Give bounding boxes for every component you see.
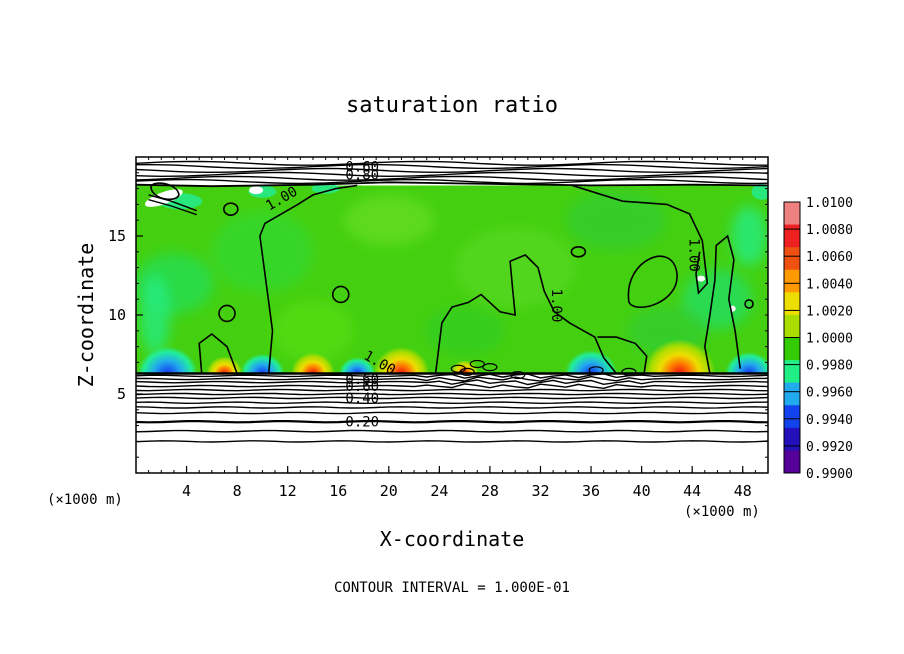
x-axis-label: X-coordinate: [380, 527, 525, 551]
colorbar-swatch: [784, 382, 800, 406]
contour-lines: [136, 160, 768, 443]
y-axis-label: Z-coordinate: [74, 243, 98, 388]
x-tick-label: 48: [734, 482, 752, 500]
contour-interval-note: CONTOUR INTERVAL = 1.000E-01: [334, 580, 570, 596]
colorbar-label: 0.9940: [806, 413, 853, 428]
colorbar-label: 0.9920: [806, 440, 853, 455]
x-units-right: (×1000 m): [684, 504, 760, 520]
colorbar-swatch: [784, 292, 800, 316]
contour-label: 0.40: [345, 391, 379, 407]
x-tick-label: 4: [182, 482, 191, 500]
y-tick-label: 5: [117, 385, 126, 403]
x-tick-label: 36: [582, 482, 600, 500]
colorbar-label: 0.9960: [806, 386, 853, 401]
colorbar-swatch: [784, 269, 800, 293]
x-axis-ticks: 4 8 12 16 20 24 28 32 36 40 44 48: [148, 157, 756, 500]
chart-title: saturation ratio: [346, 93, 558, 118]
colorbar-swatch: [784, 450, 800, 474]
colorbar-label: 1.0020: [806, 304, 853, 319]
y-tick-label: 10: [108, 306, 126, 324]
contour-label: 0.60: [345, 379, 379, 395]
contour-label: 0.60: [345, 372, 379, 388]
x-tick-label: 32: [531, 482, 549, 500]
contour-label: 1.00: [548, 289, 564, 323]
x-units-left: (×1000 m): [47, 492, 123, 508]
colorbar-swatch: [784, 427, 800, 451]
x-tick-label: 16: [329, 482, 347, 500]
colorbar-swatch: [784, 202, 800, 226]
colorbar-label: 1.0100: [806, 196, 853, 211]
saturation-field: [136, 157, 768, 473]
colorbar-swatch: [784, 224, 800, 248]
x-tick-label: 24: [430, 482, 448, 500]
colorbar: 1.0100 1.0080 1.0060 1.0040 1.0020 1.0000 0.99…: [783, 196, 853, 482]
plot-area: [136, 157, 768, 473]
colorbar-label: 1.0080: [806, 223, 853, 238]
x-tick-label: 44: [683, 482, 701, 500]
x-tick-label: 28: [481, 482, 499, 500]
x-tick-label: 20: [380, 482, 398, 500]
colorbar-label: 1.0060: [806, 250, 853, 265]
x-tick-label: 8: [233, 482, 242, 500]
colorbar-swatch: [784, 405, 800, 429]
y-axis-ticks: 5 10 15: [108, 172, 768, 458]
colorbar-swatch: [784, 314, 800, 338]
colorbar-label: 1.0000: [806, 332, 853, 347]
x-tick-label: 40: [633, 482, 651, 500]
field-variations: [136, 190, 768, 361]
y-tick-label: 15: [108, 227, 126, 245]
colorbar-swatch: [784, 247, 800, 271]
colorbar-label: 0.9900: [806, 467, 853, 482]
contour-label: 0.20: [345, 415, 379, 431]
colorbar-swatch: [784, 360, 800, 384]
colorbar-swatch: [784, 337, 800, 361]
contour-label: 0.80: [345, 167, 379, 183]
contour-label: 0.60: [345, 159, 379, 175]
contour-labels: 1.001.001.001.000.600.600.400.200.600.80: [263, 159, 701, 430]
colorbar-label: 0.9980: [806, 359, 853, 374]
colorbar-label: 1.0040: [806, 277, 853, 292]
contour-label: 1.00: [686, 238, 702, 272]
x-tick-label: 12: [279, 482, 297, 500]
